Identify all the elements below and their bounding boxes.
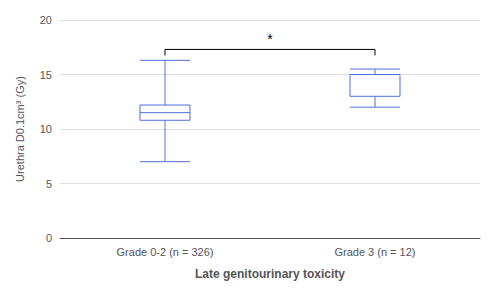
svg-text:Urethra D0.1cm³ (Gy): Urethra D0.1cm³ (Gy): [14, 76, 26, 182]
svg-text:Late genitourinary toxicity: Late genitourinary toxicity: [195, 267, 345, 281]
svg-text:5: 5: [46, 178, 52, 190]
svg-text:20: 20: [40, 14, 52, 26]
svg-text:*: *: [267, 31, 273, 47]
svg-text:0: 0: [46, 232, 52, 244]
svg-text:15: 15: [40, 69, 52, 81]
svg-text:Grade 0-2 (n = 326): Grade 0-2 (n = 326): [117, 246, 214, 258]
svg-text:Grade 3 (n = 12): Grade 3 (n = 12): [334, 246, 415, 258]
svg-text:10: 10: [40, 123, 52, 135]
